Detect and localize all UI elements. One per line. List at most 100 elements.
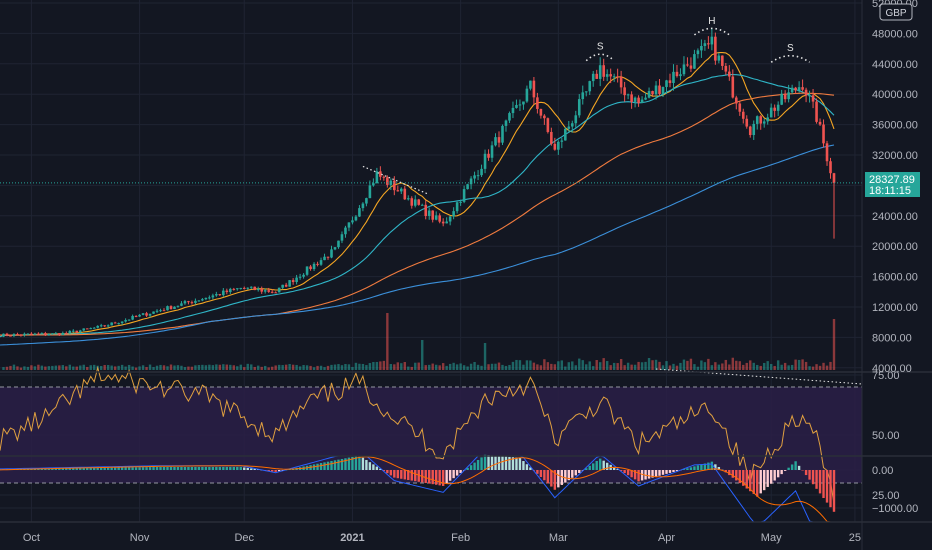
candle[interactable] — [267, 287, 270, 293]
candle[interactable] — [145, 311, 148, 318]
candle[interactable] — [417, 198, 421, 206]
candle[interactable] — [651, 90, 654, 96]
candle[interactable] — [410, 196, 414, 209]
candle[interactable] — [577, 94, 581, 118]
candle[interactable] — [455, 201, 459, 214]
candle[interactable] — [529, 80, 532, 91]
candle[interactable] — [616, 68, 619, 83]
candle[interactable] — [263, 288, 267, 294]
candle[interactable] — [818, 118, 822, 126]
candle[interactable] — [483, 149, 487, 174]
candle[interactable] — [54, 331, 58, 335]
candle[interactable] — [204, 297, 208, 301]
candle[interactable] — [249, 286, 253, 290]
candle[interactable] — [141, 313, 145, 316]
candle[interactable] — [564, 127, 567, 141]
candle[interactable] — [239, 287, 243, 290]
candle[interactable] — [748, 125, 752, 138]
candle[interactable] — [44, 331, 47, 337]
candle[interactable] — [525, 85, 529, 103]
candle[interactable] — [811, 89, 815, 109]
candle[interactable] — [543, 114, 546, 125]
candle[interactable] — [215, 291, 218, 297]
candle[interactable] — [822, 119, 825, 148]
candle[interactable] — [731, 69, 735, 99]
candle[interactable] — [124, 318, 127, 323]
candle[interactable] — [99, 323, 103, 328]
candle[interactable] — [169, 305, 173, 310]
candle[interactable] — [351, 216, 354, 225]
candle[interactable] — [672, 64, 675, 91]
candle[interactable] — [476, 170, 480, 181]
candle[interactable] — [187, 300, 190, 305]
candle[interactable] — [155, 309, 159, 314]
candle[interactable] — [260, 286, 264, 294]
candle[interactable] — [658, 78, 661, 96]
candle[interactable] — [9, 334, 12, 337]
candle[interactable] — [752, 120, 756, 140]
candle[interactable] — [675, 64, 679, 78]
candle[interactable] — [30, 332, 33, 336]
candle[interactable] — [473, 171, 476, 184]
candle[interactable] — [633, 96, 637, 108]
candle[interactable] — [438, 213, 441, 224]
candle[interactable] — [707, 36, 710, 49]
candle[interactable] — [640, 96, 644, 104]
candle[interactable] — [734, 95, 738, 110]
candle[interactable] — [347, 222, 351, 232]
candle[interactable] — [609, 68, 612, 84]
candle[interactable] — [598, 57, 602, 87]
candle[interactable] — [368, 180, 372, 199]
candle[interactable] — [741, 108, 745, 124]
candle[interactable] — [162, 308, 166, 312]
candle[interactable] — [686, 57, 689, 67]
macd-pane[interactable] — [0, 454, 836, 523]
candle[interactable] — [588, 80, 592, 95]
candle[interactable] — [40, 332, 44, 335]
candle[interactable] — [2, 333, 5, 338]
candle[interactable] — [68, 330, 72, 335]
candle[interactable] — [832, 172, 836, 239]
candle[interactable] — [654, 81, 658, 100]
candle[interactable] — [539, 108, 543, 119]
candle[interactable] — [480, 164, 483, 177]
candle[interactable] — [330, 245, 333, 259]
candle[interactable] — [532, 76, 536, 105]
candle[interactable] — [696, 48, 700, 59]
candle[interactable] — [623, 81, 626, 102]
candle[interactable] — [605, 69, 609, 82]
candle[interactable] — [619, 70, 623, 94]
candle[interactable] — [612, 73, 616, 82]
candle[interactable] — [23, 332, 26, 337]
candle[interactable] — [724, 62, 728, 75]
candle[interactable] — [75, 330, 79, 334]
candle[interactable] — [452, 207, 455, 220]
candle[interactable] — [522, 101, 525, 110]
candle[interactable] — [427, 207, 431, 220]
candle[interactable] — [37, 332, 40, 335]
candle[interactable] — [190, 300, 194, 305]
candle[interactable] — [574, 110, 578, 129]
candle[interactable] — [550, 127, 553, 146]
candle[interactable] — [197, 300, 201, 302]
candle[interactable] — [277, 287, 281, 293]
time-axis[interactable]: Oct Nov Dec 2021 Feb Mar Apr May 25 — [23, 532, 861, 544]
candle[interactable] — [403, 185, 407, 200]
candle[interactable] — [434, 211, 438, 221]
candle[interactable] — [92, 327, 96, 329]
candle[interactable] — [801, 79, 804, 92]
candle[interactable] — [180, 301, 183, 307]
candle[interactable] — [326, 256, 330, 260]
candle[interactable] — [682, 56, 686, 77]
candle[interactable] — [399, 187, 403, 194]
candle[interactable] — [106, 324, 110, 328]
candle[interactable] — [211, 293, 215, 300]
candle[interactable] — [298, 273, 302, 280]
candle[interactable] — [253, 286, 257, 291]
candle[interactable] — [501, 124, 504, 146]
candle[interactable] — [295, 274, 298, 285]
candle[interactable] — [518, 99, 522, 111]
candle[interactable] — [288, 280, 291, 287]
candle[interactable] — [717, 52, 721, 64]
candle[interactable] — [797, 81, 801, 93]
